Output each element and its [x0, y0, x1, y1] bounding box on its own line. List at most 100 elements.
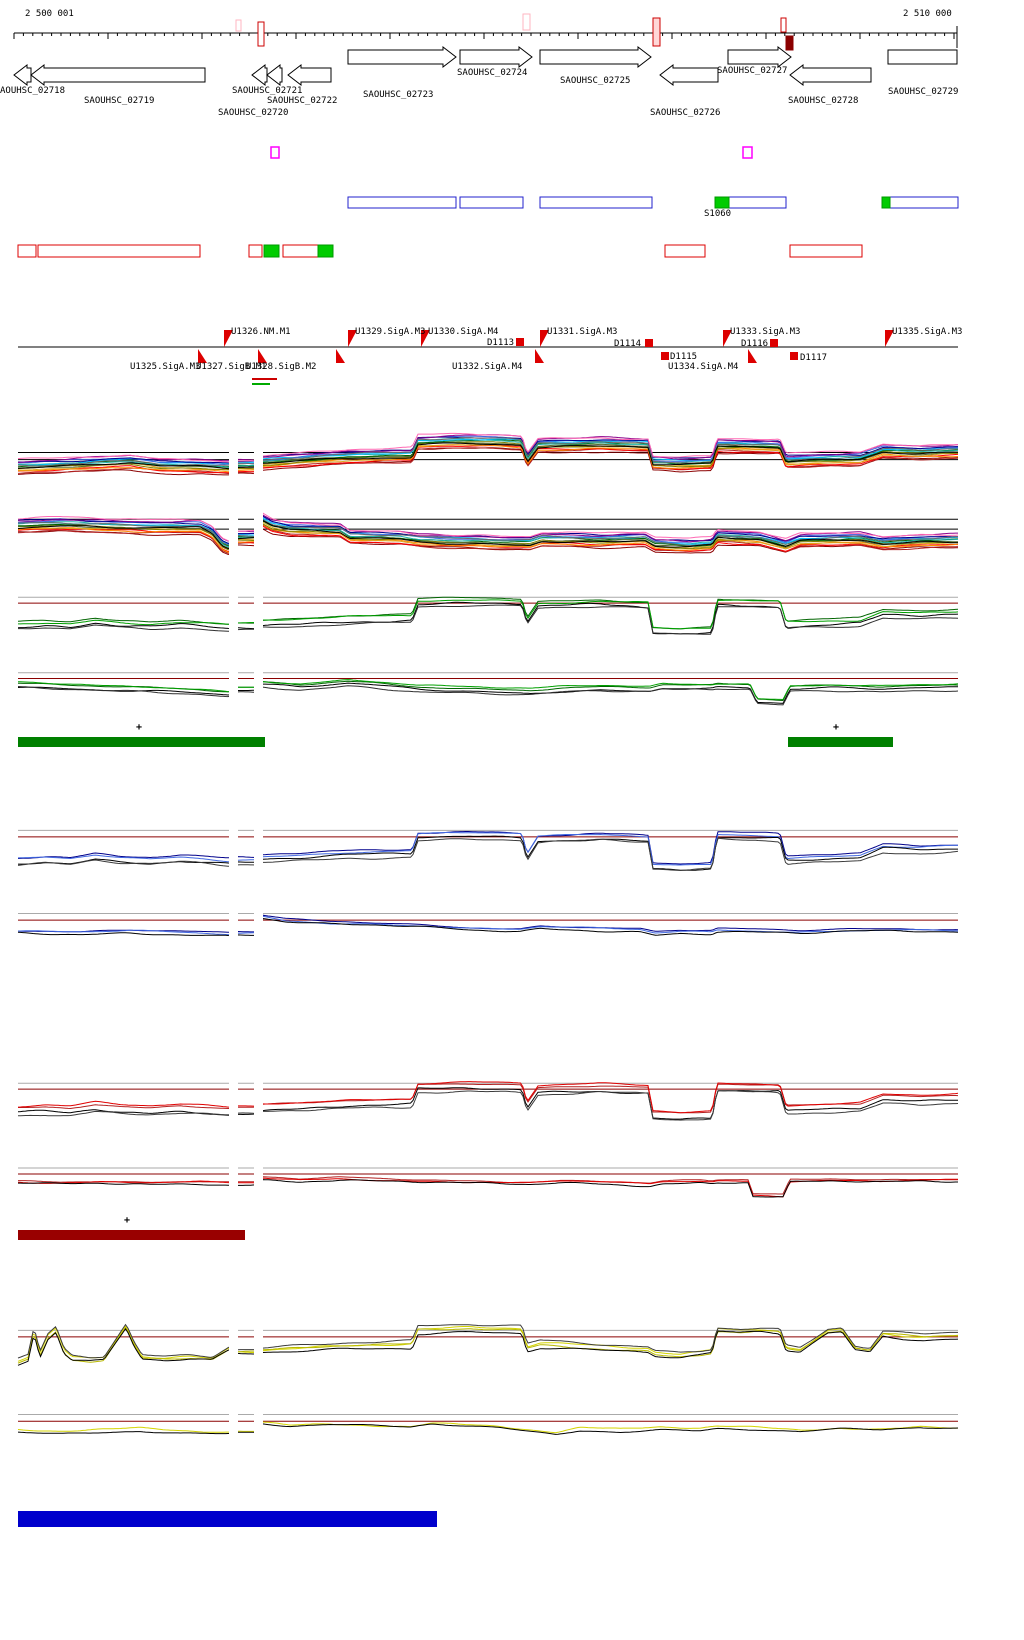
gene-arrow-SAOUHSC_02725[interactable] — [539, 45, 652, 69]
d-box[interactable] — [661, 352, 669, 360]
gene-arrow-SAOUHSC_02718[interactable] — [13, 63, 32, 87]
track-series — [17, 442, 959, 470]
track-gap — [229, 1153, 238, 1209]
gene-arrow-SAOUHSC_02722[interactable] — [287, 63, 332, 87]
track-gap — [229, 581, 238, 653]
d-box[interactable] — [790, 352, 798, 360]
track-series — [18, 835, 958, 871]
track-series — [17, 1087, 958, 1120]
predicted-operon-bar[interactable] — [347, 196, 457, 209]
signal-track-condition-green-2[interactable] — [17, 657, 959, 721]
gene-arrow-SAOUHSC_02719[interactable] — [30, 63, 206, 87]
d-box[interactable] — [516, 338, 524, 346]
track-series — [17, 1081, 959, 1114]
track-series — [17, 1421, 958, 1434]
signal-track-condition-yellow-1[interactable] — [17, 1313, 959, 1391]
tu-flag-up[interactable] — [885, 330, 894, 347]
track-gap — [229, 503, 238, 579]
signal-track-tiling-array-fwd[interactable] — [17, 425, 959, 503]
gene-arrow-SAOUHSC_02728[interactable] — [789, 63, 872, 87]
d-box[interactable] — [645, 339, 653, 347]
enriched-region-bar-green[interactable] — [18, 737, 265, 747]
tu-flag-down[interactable] — [198, 349, 207, 363]
tu-flag-up[interactable] — [348, 330, 357, 347]
red-feature-bar[interactable] — [282, 244, 319, 258]
gene-arrow-SAOUHSC_02729[interactable] — [887, 49, 958, 65]
track-gap — [229, 1067, 238, 1139]
green-feature-bar[interactable] — [263, 244, 280, 258]
tu-flag-up[interactable] — [224, 330, 233, 347]
ruler-feature[interactable] — [257, 21, 265, 47]
signal-track-condition-red-1[interactable] — [17, 1067, 959, 1139]
red-feature-bar[interactable] — [37, 244, 201, 258]
track-series — [17, 519, 958, 550]
selection-region-bar-blue[interactable] — [18, 1511, 437, 1527]
signal-track-condition-blue-1[interactable] — [17, 813, 959, 891]
red-feature-bar[interactable] — [789, 244, 863, 258]
tu-flag-up[interactable] — [421, 330, 430, 347]
track-series — [17, 832, 958, 866]
red-feature-bar[interactable] — [17, 244, 37, 258]
track-series — [17, 1326, 959, 1364]
gene-arrow-SAOUHSC_02726[interactable] — [659, 63, 719, 87]
track-series — [17, 679, 959, 701]
ruler-feature[interactable] — [789, 35, 794, 51]
enriched-region-bar-green[interactable] — [788, 737, 893, 747]
signal-track-condition-yellow-2[interactable] — [17, 1397, 959, 1459]
d-box[interactable] — [770, 339, 778, 347]
gene-arrow-SAOUHSC_02720[interactable] — [251, 63, 268, 87]
green-feature-bar[interactable] — [317, 244, 334, 258]
ruler-feature[interactable] — [235, 19, 242, 32]
signal-track-condition-green-1[interactable] — [17, 581, 959, 653]
gene-arrow-SAOUHSC_02727[interactable] — [727, 45, 792, 69]
ruler-feature[interactable] — [522, 13, 531, 31]
operon-green-segment[interactable] — [881, 196, 891, 209]
ruler-feature[interactable] — [785, 35, 790, 51]
signal-track-condition-blue-2[interactable] — [17, 897, 959, 959]
track-series — [18, 438, 959, 466]
tu-flag-down[interactable] — [336, 349, 345, 363]
tu-flag-down[interactable] — [258, 349, 267, 363]
signal-track-condition-red-2[interactable] — [17, 1153, 958, 1209]
red-feature-bar[interactable] — [248, 244, 263, 258]
track-gap — [254, 425, 263, 503]
predicted-operon-bar[interactable] — [881, 196, 959, 209]
track-series — [17, 914, 959, 933]
track-gap — [254, 897, 263, 959]
track-gap — [254, 1067, 263, 1139]
predicted-operon-bar[interactable] — [539, 196, 653, 209]
gene-arrow-SAOUHSC_02723[interactable] — [347, 45, 457, 69]
red-feature-bar[interactable] — [664, 244, 706, 258]
ruler-feature[interactable] — [780, 17, 787, 33]
track-series — [18, 1083, 959, 1114]
track-gap — [254, 503, 263, 579]
predicted-operon-bar[interactable] — [459, 196, 524, 209]
gene-arrow-SAOUHSC_02724[interactable] — [459, 45, 533, 69]
magenta-feature-box[interactable] — [742, 146, 753, 159]
magenta-feature-box[interactable] — [270, 146, 280, 159]
track-series — [17, 685, 959, 706]
tu-flag-up[interactable] — [540, 330, 549, 347]
track-series — [17, 1323, 958, 1359]
signal-track-tiling-array-rev[interactable] — [17, 503, 959, 579]
tu-flag-up[interactable] — [723, 330, 732, 347]
track-series — [17, 432, 958, 463]
ruler-feature[interactable] — [652, 17, 661, 47]
track-gap — [254, 1153, 263, 1209]
track-gap — [254, 1397, 263, 1459]
track-series — [17, 831, 958, 865]
track-gap — [229, 1397, 238, 1459]
track-gap — [229, 657, 238, 721]
tu-flag-down[interactable] — [748, 349, 757, 363]
track-series — [17, 514, 958, 543]
track-series — [17, 1325, 959, 1362]
tu-flag-down[interactable] — [535, 349, 544, 363]
track-gap — [254, 813, 263, 891]
operon-green-segment[interactable] — [714, 196, 730, 209]
track-series — [18, 604, 959, 635]
enriched-region-bar-red[interactable] — [18, 1230, 245, 1240]
track-gap — [229, 1313, 238, 1391]
track-gap — [229, 813, 238, 891]
gene-arrow-SAOUHSC_02721[interactable] — [266, 63, 283, 87]
